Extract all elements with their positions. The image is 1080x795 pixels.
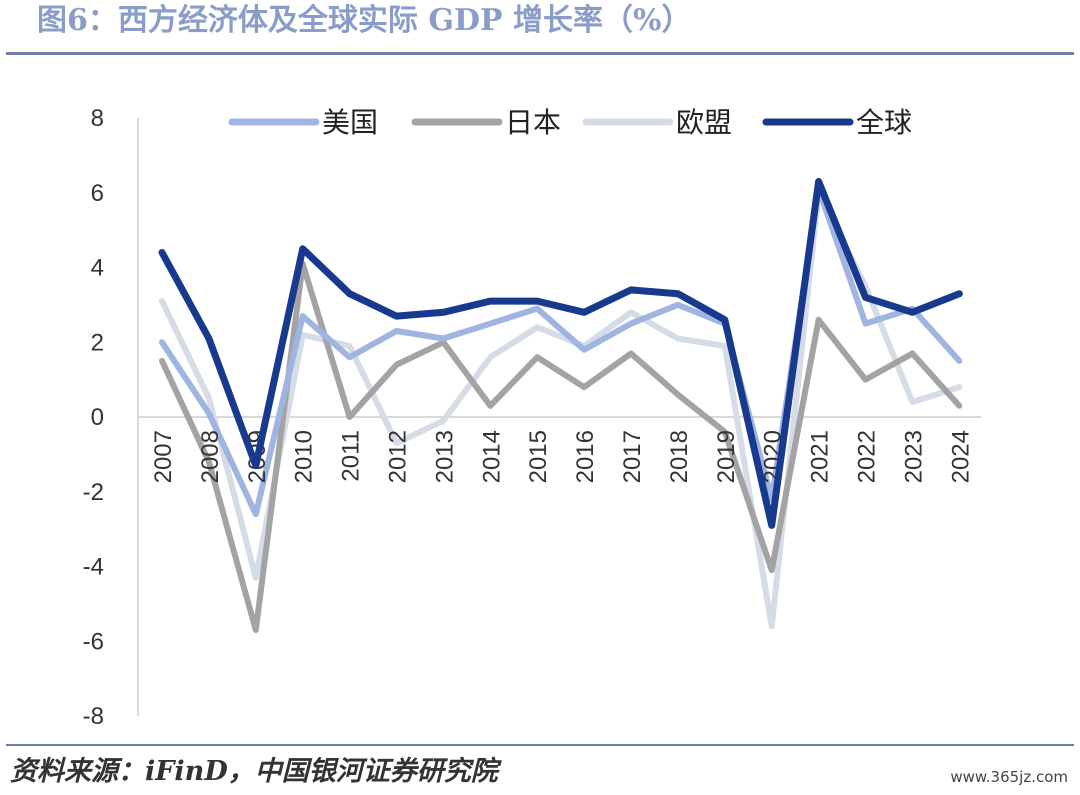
x-tick-label: 2018 bbox=[666, 430, 693, 483]
x-tick-label: 2023 bbox=[900, 430, 927, 483]
chart-series: 2007 2008 2009 2010 2011 2012 2013 2014 2015 2016… bbox=[150, 178, 974, 633]
x-tick-label: 2010 bbox=[291, 430, 318, 483]
x-tick-label: 2017 bbox=[619, 430, 646, 483]
x-tick-label: 2015 bbox=[525, 430, 552, 483]
legend-label: 美国 bbox=[322, 106, 378, 139]
series-line-全球 bbox=[158, 178, 963, 529]
x-tick-label: 2019 bbox=[713, 430, 740, 483]
y-tick-label: -4 bbox=[83, 554, 104, 581]
legend-label: 欧盟 bbox=[676, 106, 732, 139]
y-tick-label: -6 bbox=[83, 628, 104, 655]
x-tick-label: 2012 bbox=[385, 430, 412, 483]
x-tick-label: 2024 bbox=[947, 430, 974, 483]
x-tick-label: 2021 bbox=[807, 430, 834, 483]
y-tick-label: -2 bbox=[83, 479, 104, 506]
footer-divider bbox=[6, 744, 1074, 746]
y-tick-label: 2 bbox=[91, 329, 104, 356]
chart-legend: 美国 日本 欧盟 全球 bbox=[228, 106, 912, 139]
legend-label: 日本 bbox=[505, 106, 561, 139]
y-tick-label: 4 bbox=[91, 255, 104, 282]
x-tick-label: 2022 bbox=[854, 430, 881, 483]
watermark: www.365jz.com bbox=[950, 768, 1068, 786]
chart-axes: 8 6 4 2 0 -2 -4 -6 -8 bbox=[83, 105, 982, 730]
series-line-美国 bbox=[159, 186, 963, 518]
y-tick-label: 6 bbox=[91, 180, 104, 207]
series-line-日本 bbox=[159, 260, 963, 633]
x-tick-label: 2016 bbox=[572, 430, 599, 483]
chart-title: 图6：西方经济体及全球实际 GDP 增长率（%） bbox=[37, 3, 692, 38]
x-tick-label: 2013 bbox=[431, 430, 458, 483]
y-tick-label: -8 bbox=[83, 703, 104, 730]
title-divider bbox=[6, 52, 1074, 55]
legend-label: 全球 bbox=[856, 106, 912, 139]
y-tick-label: 8 bbox=[91, 105, 104, 132]
x-tick-label: 2011 bbox=[338, 430, 365, 482]
x-tick-label: 2008 bbox=[197, 430, 224, 483]
y-tick-label: 0 bbox=[91, 404, 104, 431]
x-tick-label: 2014 bbox=[478, 430, 505, 483]
x-tick-label: 2007 bbox=[150, 430, 177, 483]
source-note: 资料来源：iFinD，中国银河证券研究院 bbox=[10, 756, 498, 787]
